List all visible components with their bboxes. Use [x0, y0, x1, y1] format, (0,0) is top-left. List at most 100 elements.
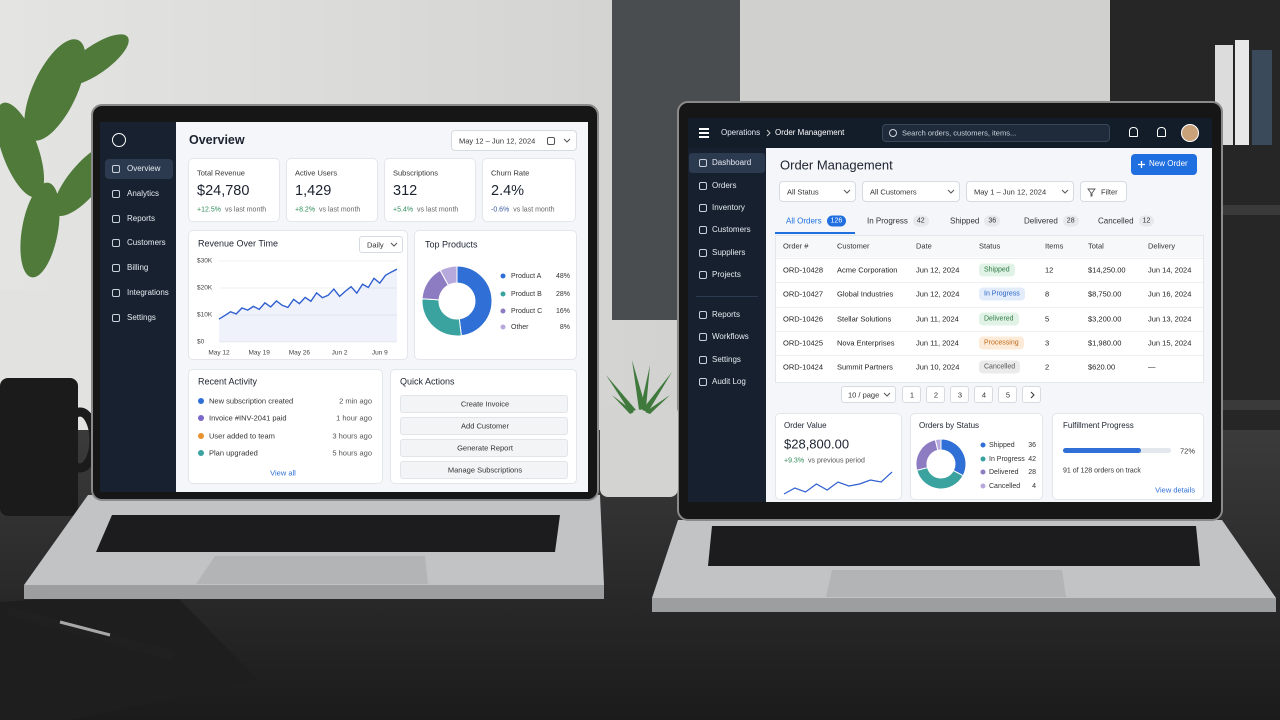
revenue-chart: $0 $10K $20K $30K May 12 May 19 May 26 Jun 2 Jun… — [197, 258, 398, 357]
nav-item[interactable]: Dashboard — [712, 158, 752, 167]
tab[interactable]: In Progress 42 — [867, 215, 929, 227]
activity-dot — [198, 398, 204, 404]
legend-value: 48% — [556, 273, 570, 280]
book — [1252, 50, 1272, 145]
view-all-link[interactable]: View all — [270, 468, 296, 478]
kpi-note: vs last month — [224, 206, 267, 214]
filter[interactable]: All Customers — [862, 181, 960, 202]
tab-count: 12 — [1138, 215, 1155, 227]
nav-item[interactable]: Settings — [127, 313, 156, 322]
table-cell: Summit Partners — [837, 362, 893, 372]
new-order-button[interactable]: New Order — [1131, 154, 1197, 175]
page-button[interactable]: 4 — [974, 386, 993, 403]
nav-item[interactable]: Audit Log — [712, 377, 746, 386]
revenue-area — [219, 269, 397, 342]
funnel — [1087, 188, 1096, 197]
page-button[interactable]: 1 — [902, 386, 921, 403]
bell-icon[interactable] — [1157, 127, 1166, 137]
action-button[interactable]: Create Invoice — [400, 395, 568, 413]
nav-item[interactable]: Customers — [127, 238, 166, 247]
nav-item[interactable]: Customers — [712, 225, 751, 234]
legend-label: Shipped — [989, 442, 1015, 449]
action-button[interactable]: Manage Subscriptions — [400, 461, 568, 479]
page-number: 3 — [957, 390, 963, 400]
legend-label: Product A — [511, 273, 542, 280]
tab[interactable]: Shipped 36 — [950, 215, 1001, 227]
status-pill: Cancelled — [979, 360, 1021, 374]
kpi-value: 2.4% — [491, 182, 525, 199]
keyboard — [96, 515, 560, 552]
table-cell: $620.00 — [1088, 362, 1116, 372]
kpi-change: +8.2% — [295, 206, 316, 214]
table-cell: $14,250.00 — [1088, 265, 1126, 275]
card-title: Fulfillment Progress — [1063, 421, 1134, 430]
search-placeholder: Search orders, customers, items... — [902, 128, 1017, 138]
nav-item[interactable]: Reports — [712, 310, 741, 319]
page-button[interactable]: 3 — [950, 386, 969, 403]
page-number: 4 — [981, 390, 987, 400]
page-size-select[interactable]: 10 / page — [841, 386, 896, 403]
search-box[interactable]: Search orders, customers, items... — [882, 124, 1110, 142]
kpi-note: vs last month — [513, 206, 555, 214]
nav-item[interactable]: Orders — [712, 181, 737, 190]
next-icon — [1030, 391, 1035, 399]
filter[interactable]: Filter — [1080, 181, 1127, 202]
column-header: Customer — [837, 241, 870, 251]
sidebar — [688, 148, 766, 502]
legend-value: 16% — [556, 308, 570, 315]
row-divider — [776, 282, 1203, 284]
table-cell: 2 — [1045, 362, 1050, 372]
table-cell: Acme Corporation — [837, 265, 898, 275]
avatar[interactable] — [1181, 124, 1199, 142]
nav-item[interactable]: Analytics — [127, 189, 160, 198]
trackpad — [196, 556, 428, 584]
date-picker[interactable]: May 12 – Jun 12, 2024 — [451, 130, 577, 151]
donut-segment — [934, 438, 942, 451]
tab[interactable]: All Orders 126 — [786, 215, 847, 227]
activity-time: 1 hour ago — [336, 413, 372, 423]
filter[interactable]: May 1 – Jun 12, 2024 — [966, 181, 1074, 202]
table-cell: Jun 12, 2024 — [916, 265, 960, 275]
card-title: Top Products — [425, 239, 478, 250]
table-cell: Jun 16, 2024 — [1148, 289, 1192, 299]
table-cell: Jun 15, 2024 — [1148, 338, 1192, 348]
bell-icon[interactable] — [1129, 127, 1138, 137]
progress-note: 91 of 128 orders on track — [1063, 467, 1141, 475]
table-cell: ORD-10428 — [783, 265, 824, 275]
action-label: Generate Report — [457, 443, 513, 453]
legend-value: 4 — [1032, 483, 1036, 490]
page-button[interactable]: 5 — [998, 386, 1017, 403]
tab[interactable]: Delivered 28 — [1024, 215, 1079, 227]
action-button[interactable]: Generate Report — [400, 439, 568, 457]
y-tick-label: $10K — [197, 312, 213, 319]
nav-item[interactable]: Suppliers — [712, 248, 746, 257]
kpi-card: Active Users 1,429 +8.2% vs last month — [286, 158, 378, 222]
action-button[interactable]: Add Customer — [400, 417, 568, 435]
pot — [0, 290, 60, 385]
nav-item[interactable]: Inventory — [712, 203, 745, 212]
nav-item[interactable]: Overview — [127, 164, 161, 173]
filter-label: All Customers — [870, 187, 917, 197]
next-page[interactable] — [1022, 386, 1041, 403]
nav-icon — [699, 378, 707, 386]
note: vs previous period — [808, 457, 865, 465]
nav-item[interactable]: Billing — [127, 263, 149, 272]
nav-item[interactable]: Workflows — [712, 332, 749, 341]
filter[interactable]: All Status — [779, 181, 856, 202]
nav-item[interactable]: Projects — [712, 270, 741, 279]
nav-item[interactable]: Reports — [127, 214, 156, 223]
nav-item[interactable]: Integrations — [127, 288, 169, 297]
row-divider — [776, 306, 1203, 308]
nav-icon — [699, 271, 707, 279]
column-header: Order # — [783, 241, 809, 251]
kpi-card: Churn Rate 2.4% -0.6% vs last month — [482, 158, 576, 222]
page-button[interactable]: 2 — [926, 386, 945, 403]
breadcrumb[interactable]: Operations — [721, 128, 761, 137]
tab[interactable]: Cancelled 12 — [1098, 215, 1155, 227]
legend-value: 42 — [1028, 456, 1036, 463]
view-details-link[interactable]: View details — [1155, 485, 1195, 495]
sparkline-line — [783, 471, 893, 495]
nav-item[interactable]: Settings — [712, 355, 741, 364]
dropdown[interactable]: Daily — [359, 236, 403, 253]
